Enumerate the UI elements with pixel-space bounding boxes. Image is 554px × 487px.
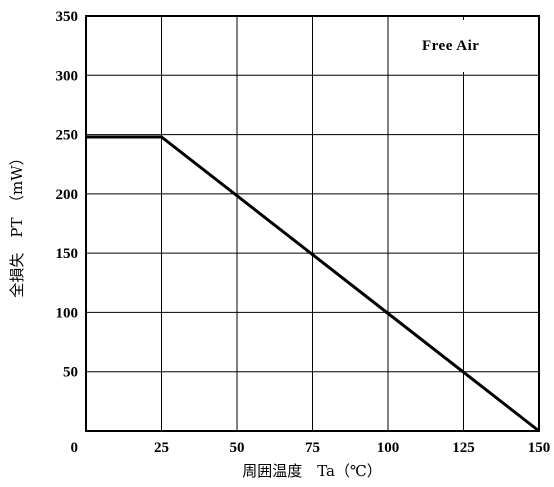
derating-curve xyxy=(86,135,540,433)
x-tick-label: 100 xyxy=(377,440,400,456)
x-tick-label: 125 xyxy=(452,440,475,456)
y-tick-label: 100 xyxy=(56,305,79,321)
x-axis-label: 周囲温度 Ta（℃） xyxy=(242,462,382,480)
x-tick-label: 75 xyxy=(305,440,320,456)
y-axis-label: 全損失 PT （mW） xyxy=(8,150,26,297)
x-tick-label: 25 xyxy=(154,440,169,456)
x-tick-label: 150 xyxy=(528,440,551,456)
y-tick-label: 50 xyxy=(63,365,78,381)
y-tick-labels: 50 100 150 200 250 300 350 xyxy=(56,9,79,381)
x-tick-labels: 0 25 50 75 100 125 150 xyxy=(71,440,551,456)
y-tick-label: 200 xyxy=(56,187,79,203)
x-tick-label: 0 xyxy=(71,440,79,456)
x-tick-label: 50 xyxy=(230,440,245,456)
grid-lines xyxy=(86,16,539,431)
annotation-free-air: Free Air xyxy=(422,38,479,54)
y-tick-label: 300 xyxy=(56,68,79,84)
y-tick-label: 350 xyxy=(56,9,79,25)
annotation-box xyxy=(400,20,534,72)
y-tick-label: 150 xyxy=(56,246,79,262)
y-tick-label: 250 xyxy=(56,128,79,144)
